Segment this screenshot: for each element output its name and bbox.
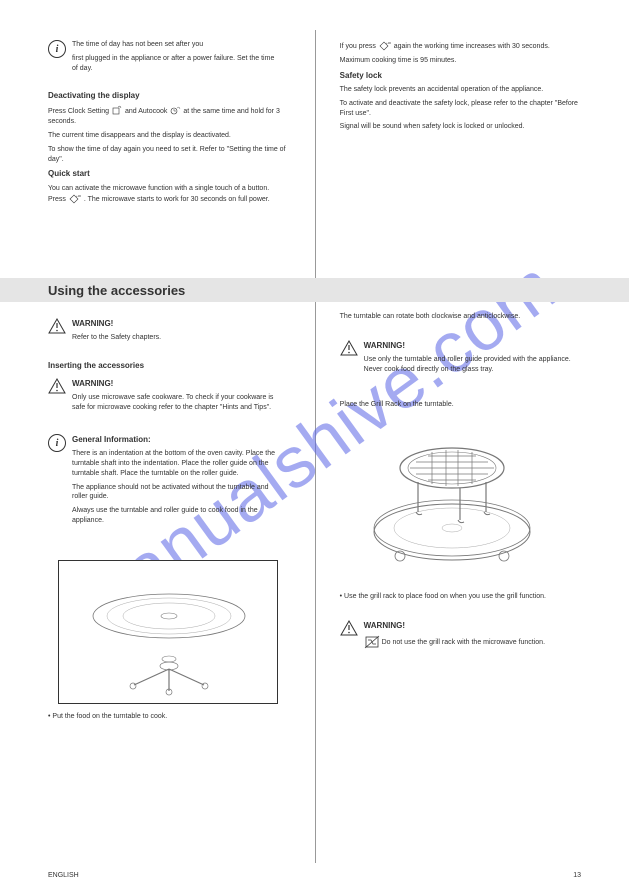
- warning-block: WARNING! Refer to the Safety chapters.: [48, 318, 161, 347]
- text-section: The turntable can rotate both clockwise …: [340, 312, 521, 326]
- manual-page: manualshive.com i The time of day has no…: [0, 0, 629, 893]
- page-label-left: ENGLISH: [48, 872, 79, 879]
- clock-setting-icon: [111, 105, 123, 117]
- svg-text:+30: +30: [386, 41, 391, 45]
- no-microwave-icon: [364, 635, 380, 649]
- info-block: i General Information: There is an inden…: [48, 434, 282, 530]
- info-icon: i: [48, 434, 66, 452]
- info-block: i The time of day has not been set after…: [48, 40, 282, 77]
- heading: Safety lock: [340, 70, 590, 81]
- text-section: If you press +30 again the working time …: [340, 40, 590, 136]
- warning-block: WARNING! Only use microwave safe cookwar…: [48, 378, 282, 417]
- svg-text:+30: +30: [76, 194, 81, 198]
- text-section: • Use the grill rack to place food on wh…: [340, 592, 546, 606]
- warning-block: WARNING! Use only the turntable and roll…: [340, 340, 574, 379]
- text-block: WARNING! Refer to the Safety chapters.: [72, 318, 161, 347]
- autocook-icon: [169, 105, 181, 117]
- info-icon: i: [48, 40, 66, 58]
- text-section: • Put the food on the turntable to cook.: [48, 712, 167, 726]
- warning-block: WARNING! Do not use the grill rack with …: [340, 620, 545, 653]
- warning-icon: [48, 378, 66, 394]
- text-section: Deactivating the display Press Clock Set…: [48, 90, 288, 209]
- heading: Quick start: [48, 168, 288, 179]
- figure-grillrack: [352, 420, 552, 580]
- heading: Deactivating the display: [48, 90, 288, 101]
- text-block: WARNING! Only use microwave safe cookwar…: [72, 378, 282, 417]
- text-section: Place the Grill Rack on the turntable.: [340, 400, 454, 414]
- quickstart-icon: +30: [68, 193, 82, 205]
- warning-icon: [48, 318, 66, 334]
- page-number: 13: [573, 872, 581, 879]
- quickstart-icon: +30: [378, 40, 392, 52]
- text-block: WARNING! Do not use the grill rack with …: [364, 620, 545, 653]
- column-divider: [315, 30, 316, 863]
- warning-icon: [340, 340, 358, 356]
- section-header: Using the accessories: [0, 278, 629, 302]
- text-block: General Information: There is an indenta…: [72, 434, 282, 530]
- figure-turntable: [58, 560, 278, 704]
- text-block: WARNING! Use only the turntable and roll…: [364, 340, 574, 379]
- section-title: Using the accessories: [48, 283, 185, 298]
- warning-icon: [340, 620, 358, 636]
- heading: Inserting the accessories: [48, 360, 144, 375]
- text-block: The time of day has not been set after y…: [72, 40, 282, 77]
